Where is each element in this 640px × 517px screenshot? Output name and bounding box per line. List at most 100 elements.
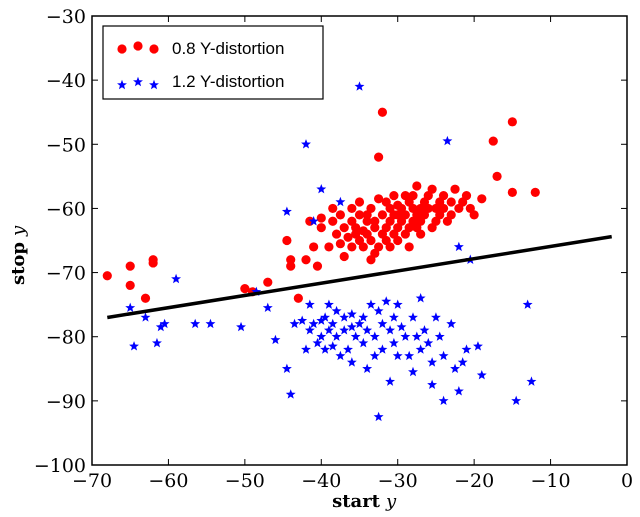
blue-star-point bbox=[339, 312, 350, 322]
blue-star-point bbox=[331, 331, 342, 341]
red-circle-point bbox=[408, 191, 418, 201]
x-tick-label: −30 bbox=[378, 470, 418, 492]
x-tick-label: −20 bbox=[454, 470, 494, 492]
legend-marker-circles bbox=[117, 41, 159, 54]
red-circle-point bbox=[393, 235, 403, 246]
blue-star-point bbox=[385, 376, 396, 386]
red-circle-point bbox=[438, 203, 449, 214]
blue-star-point bbox=[125, 302, 136, 313]
red-circle-point bbox=[374, 194, 384, 204]
red-circle-point bbox=[339, 223, 349, 233]
x-tick-label: −60 bbox=[148, 470, 188, 492]
red-circle-point bbox=[347, 203, 357, 214]
legend-circle bbox=[117, 44, 127, 54]
red-circle-point bbox=[370, 223, 380, 233]
blue-star-point bbox=[140, 312, 151, 322]
blue-star-point bbox=[476, 370, 487, 380]
legend-label-0-8: 0.8 Y-distortion bbox=[172, 39, 284, 58]
blue-star-point bbox=[411, 331, 422, 341]
blue-star-point bbox=[270, 334, 281, 345]
legend-label-1-2: 1.2 Y-distortion bbox=[172, 72, 284, 91]
blue-star-point bbox=[171, 273, 182, 284]
red-circle-point bbox=[328, 216, 338, 226]
blue-star-point bbox=[473, 341, 483, 351]
red-circle-point bbox=[358, 242, 368, 252]
red-circle-point bbox=[377, 210, 388, 220]
red-circle-point bbox=[507, 117, 517, 127]
red-circle-point bbox=[374, 242, 384, 252]
blue-star-point bbox=[526, 376, 537, 386]
y-tick-label: −70 bbox=[46, 263, 86, 285]
red-circle-point bbox=[492, 171, 502, 181]
red-circle-point bbox=[438, 191, 449, 201]
legend-circle bbox=[149, 44, 159, 54]
red-circle-point bbox=[389, 191, 399, 201]
blue-star-point bbox=[343, 344, 353, 354]
blue-star-point bbox=[323, 299, 334, 309]
blue-star-point bbox=[308, 216, 319, 226]
y-tick-label: −100 bbox=[34, 455, 86, 477]
blue-star-point bbox=[408, 366, 418, 377]
red-circle-point bbox=[286, 255, 296, 265]
blue-star-point bbox=[331, 305, 342, 316]
blue-star-point bbox=[346, 357, 357, 367]
red-circle-point bbox=[354, 197, 365, 207]
blue-star-point bbox=[369, 350, 380, 361]
blue-star-point bbox=[453, 386, 464, 396]
legend-star bbox=[133, 76, 143, 87]
legend-box bbox=[102, 25, 324, 100]
red-circle-point bbox=[446, 197, 456, 207]
red-circle-point bbox=[507, 187, 517, 197]
blue-star-point bbox=[453, 241, 464, 252]
blue-star-point bbox=[404, 350, 415, 361]
legend: 0.8 Y-distortion 1.2 Y-distortion bbox=[102, 25, 324, 100]
red-circle-point bbox=[412, 181, 422, 191]
y-axis-label: stop bbox=[8, 242, 29, 285]
red-circle-point bbox=[309, 242, 319, 252]
red-circle-point bbox=[324, 242, 334, 252]
y-axis-label-var: y bbox=[8, 225, 29, 237]
fit-line bbox=[107, 234, 612, 320]
blue-star-point bbox=[434, 331, 445, 341]
blue-star-point bbox=[366, 299, 376, 309]
blue-star-point bbox=[450, 363, 460, 373]
red-circle-point bbox=[351, 223, 361, 233]
y-tick-label: −50 bbox=[46, 134, 86, 156]
blue-star-point bbox=[427, 379, 438, 390]
blue-star-point bbox=[312, 337, 323, 348]
red-circle-point bbox=[469, 210, 479, 220]
red-circle-point bbox=[282, 235, 292, 246]
red-circle-point bbox=[366, 203, 376, 214]
blue-star-point bbox=[354, 81, 365, 91]
blue-star-point bbox=[289, 318, 300, 329]
plot-marks bbox=[102, 81, 612, 422]
blue-star-point bbox=[262, 302, 273, 313]
red-circle-point bbox=[343, 232, 353, 242]
red-circle-point bbox=[335, 210, 345, 220]
blue-star-point bbox=[251, 286, 262, 297]
y-tick-label: −90 bbox=[46, 391, 86, 413]
y-tick-label: −30 bbox=[46, 6, 86, 28]
blue-star-point bbox=[155, 321, 166, 332]
blue-star-point bbox=[304, 299, 315, 309]
x-tick-label: −10 bbox=[531, 470, 571, 492]
blue-star-point bbox=[522, 299, 533, 309]
blue-star-point bbox=[415, 293, 426, 303]
x-tick-label: 0 bbox=[621, 470, 633, 492]
blue-star-point bbox=[316, 183, 327, 194]
blue-star-point bbox=[346, 309, 357, 319]
blue-star-point bbox=[320, 344, 331, 354]
blue-star-point bbox=[396, 321, 407, 332]
red-circle-point bbox=[488, 136, 498, 146]
blue-star-point bbox=[392, 350, 403, 361]
blue-star-point bbox=[362, 363, 373, 373]
red-circle-point bbox=[335, 239, 345, 249]
blue-star-point bbox=[301, 344, 311, 354]
red-circle-point bbox=[477, 194, 487, 204]
blue-star-point bbox=[423, 337, 434, 348]
blue-star-point bbox=[335, 350, 346, 361]
blue-star-point bbox=[236, 321, 246, 332]
x-axis-label-var: y bbox=[385, 491, 397, 512]
blue-star-point bbox=[362, 325, 373, 335]
